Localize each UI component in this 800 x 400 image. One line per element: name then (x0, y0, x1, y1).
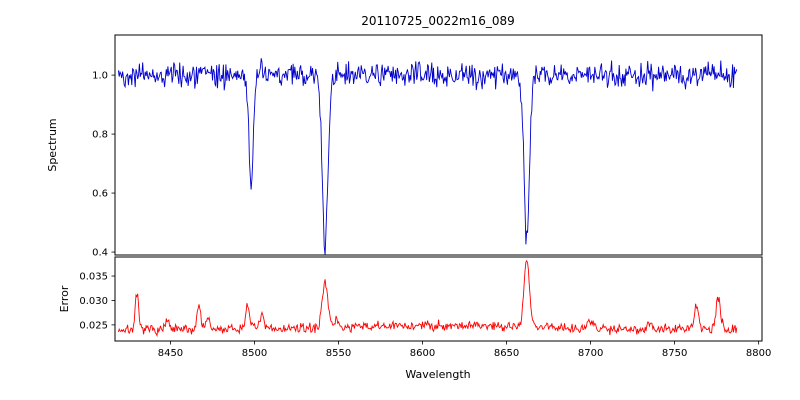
spectrum-line (117, 58, 738, 255)
x-tick-label: 8750 (662, 348, 687, 359)
x-tick-label: 8450 (158, 348, 183, 359)
x-tick-label: 8550 (326, 348, 351, 359)
y-tick-label: 0.030 (79, 296, 108, 307)
x-tick-label: 8800 (746, 348, 771, 359)
error-panel-frame (114, 256, 763, 342)
y-axis-label-error: Error (58, 285, 71, 312)
y-tick-label: 0.8 (92, 130, 108, 141)
y-axis-label-spectrum: Spectrum (46, 118, 59, 171)
y-tick-label: 1.0 (92, 71, 108, 82)
x-tick-label: 8500 (242, 348, 267, 359)
y-tick-label: 0.4 (92, 248, 108, 259)
y-tick-label: 0.025 (79, 320, 108, 331)
x-tick-label: 8600 (410, 348, 435, 359)
y-tick-label: 0.6 (92, 189, 108, 200)
error-line (117, 259, 738, 338)
chart-title: 20110725_0022m16_089 (361, 14, 514, 28)
x-tick-label: 8700 (578, 348, 603, 359)
axes-ticks: 8450 8500 8550 8600 8650 8700 8750 8800 0.4 0.6 0.… (79, 71, 771, 359)
x-tick-label: 8650 (494, 348, 519, 359)
spectrum-panel-frame (114, 34, 763, 256)
y-tick-label: 0.035 (79, 272, 108, 283)
x-axis-label: Wavelength (405, 368, 470, 381)
